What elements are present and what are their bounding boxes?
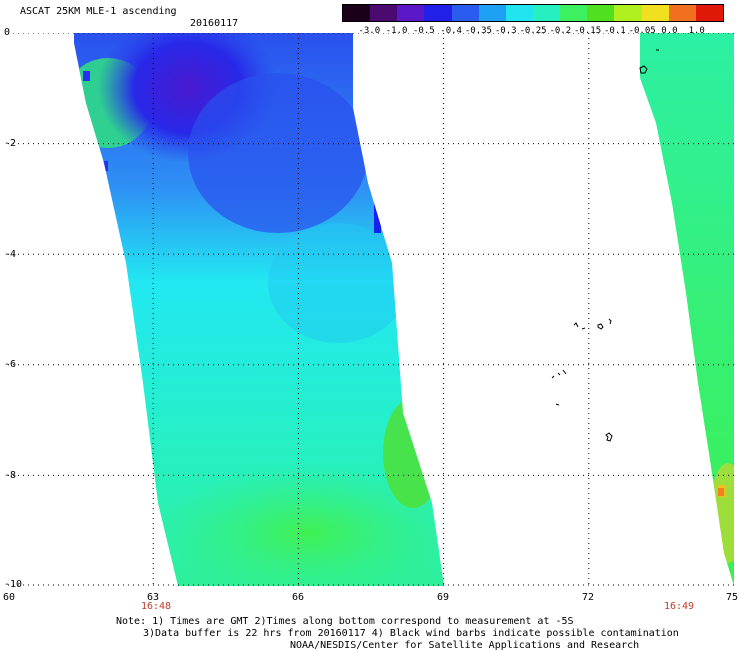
color-scale-segment <box>532 5 561 21</box>
color-scale-segment <box>370 5 398 21</box>
color-scale-segment <box>641 5 669 21</box>
color-scale-bar <box>342 4 724 22</box>
color-scale-segment <box>397 5 425 21</box>
map-canvas <box>8 33 734 586</box>
footnote-credit: NOAA/NESDIS/Center for Satellite Applica… <box>290 640 640 651</box>
color-scale-label: -0.4 <box>440 26 462 36</box>
color-scale-segment <box>668 5 696 21</box>
color-scale-label: -0.5 <box>413 26 435 36</box>
color-scale-label: -3.0 <box>358 26 381 36</box>
lat-tick-minus4: -4 <box>4 249 17 260</box>
color-scale-label: -0.2 <box>549 26 572 36</box>
lon-tick-75: 75 <box>725 592 739 603</box>
color-scale-label: 0.0 <box>661 26 678 36</box>
time-label-left: 16:48 <box>140 601 172 612</box>
color-scale-segment <box>478 5 506 21</box>
island-outlines <box>551 49 659 442</box>
swath-left <box>74 33 444 586</box>
color-scale-label: -1.0 <box>385 26 408 36</box>
color-scale-segment <box>614 5 642 21</box>
grid-lines <box>8 33 734 586</box>
color-scale-segment <box>587 5 615 21</box>
time-label-right: 16:49 <box>663 601 695 612</box>
color-scale-segment <box>505 5 533 21</box>
color-scale-segment <box>424 5 452 21</box>
color-scale-label: -0.3 <box>494 26 517 36</box>
lon-tick-63: 63 <box>146 592 160 603</box>
color-scale-label: 1.0 <box>688 26 705 36</box>
color-scale-segment <box>560 5 588 21</box>
footnote-line-1: Note: 1) Times are GMT 2)Times along bot… <box>116 616 574 627</box>
lat-tick-minus10: -10 <box>4 579 23 590</box>
lon-tick-69: 69 <box>436 592 450 603</box>
color-scale-segment <box>343 5 371 21</box>
color-scale-label: -0.15 <box>574 26 602 36</box>
color-scale-label: -0.1 <box>604 26 626 36</box>
color-scale-labels: -3.0 -1.0 -0.5 -0.4 -0.35 -0.3 -0.25 -0.2 -0.15-… <box>342 27 724 37</box>
lon-tick-60: 60 <box>2 592 16 603</box>
lat-tick-0: 0 <box>4 27 11 38</box>
color-scale-label: -0.35 <box>464 26 492 36</box>
lon-tick-66: 66 <box>291 592 305 603</box>
swath-right <box>640 33 734 586</box>
map-title: ASCAT 25KM MLE-1 ascending <box>20 6 177 17</box>
map-date: 20160117 <box>190 18 239 29</box>
color-scale-segment <box>451 5 479 21</box>
map-plot-area <box>8 33 734 586</box>
lon-tick-72: 72 <box>581 592 595 603</box>
lat-tick-minus2: -2 <box>4 138 17 149</box>
footnote-line-2: 3)Data buffer is 22 hrs from 20160117 4)… <box>143 628 679 639</box>
color-scale-label: -0.25 <box>519 26 547 36</box>
color-scale-label: -0.05 <box>628 26 656 36</box>
color-scale-segment <box>695 5 723 21</box>
lat-tick-minus8: -8 <box>4 470 17 481</box>
lat-tick-minus6: -6 <box>4 359 17 370</box>
